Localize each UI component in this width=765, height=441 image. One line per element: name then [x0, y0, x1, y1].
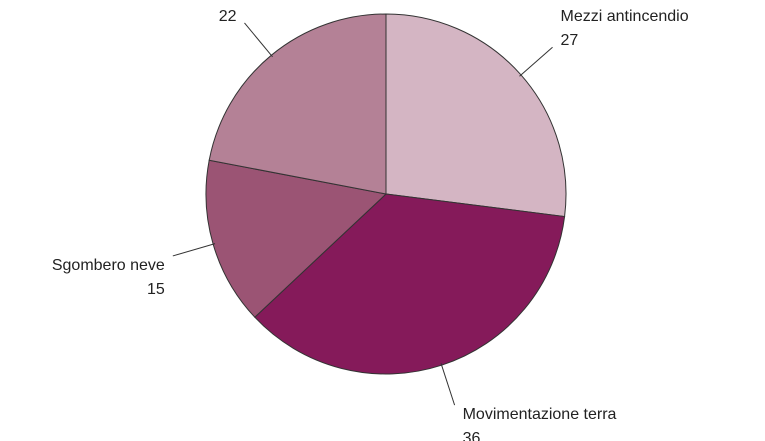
leader-line: [440, 363, 456, 406]
slice-value: 22: [219, 8, 237, 25]
slice-value: 27: [561, 32, 579, 49]
slice-value: 36: [463, 430, 481, 441]
leader-line: [519, 46, 553, 77]
slice-label: Movimentazione terra: [463, 406, 617, 423]
slice-label: Mezzi antincendio: [561, 8, 689, 25]
leader-line: [172, 243, 216, 257]
slice-value: 15: [147, 281, 165, 298]
leader-line: [244, 22, 273, 58]
slice-label: Sollevamento: [140, 0, 237, 1]
slice-label: Sgombero neve: [52, 257, 165, 274]
pie-slice: [385, 13, 567, 218]
